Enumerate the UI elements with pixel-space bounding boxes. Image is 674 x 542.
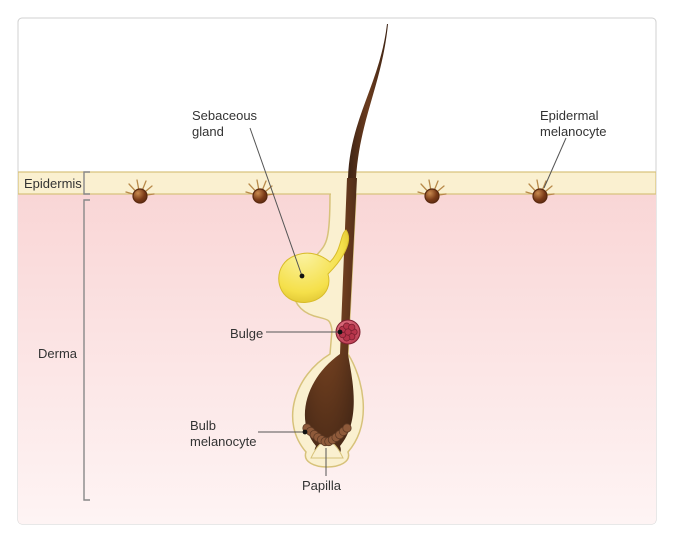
- label-epidermis: Epidermis: [24, 176, 82, 192]
- bulge-cell: [345, 329, 351, 335]
- leader-dot: [338, 330, 343, 335]
- bulb-melanocyte-cell: [343, 424, 351, 432]
- label-bulb-melanocyte: Bulb melanocyte: [190, 418, 256, 451]
- label-bulge: Bulge: [230, 326, 263, 342]
- hair-shaft-upper: [348, 24, 388, 178]
- diagram-root: Epidermis Derma Sebaceous gland Bulge Bu…: [0, 0, 674, 542]
- label-sebaceous: Sebaceous gland: [192, 108, 257, 141]
- label-papilla: Papilla: [302, 478, 341, 494]
- diagram-svg: [0, 0, 674, 542]
- leader-dot: [303, 430, 308, 435]
- epidermis-band: [18, 172, 656, 194]
- label-epidermal-melanocyte: Epidermal melanocyte: [540, 108, 606, 141]
- label-derma: Derma: [38, 346, 77, 362]
- leader-dot: [300, 274, 305, 279]
